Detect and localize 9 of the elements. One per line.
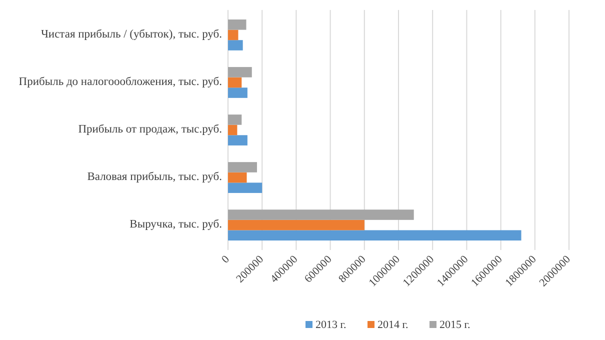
legend-label: 2015 г. xyxy=(440,319,471,331)
legend-label: 2014 г. xyxy=(378,319,409,331)
y-tick-label: Валовая прибыль, тыс. руб. xyxy=(87,171,222,184)
y-tick-label: Прибыль до налогоообложения, тыс. руб. xyxy=(18,76,222,88)
legend-label: 2013 г. xyxy=(316,319,347,331)
x-tick-label: 0 xyxy=(220,253,232,266)
y-tick-label: Выручка, тыс. руб. xyxy=(130,218,222,231)
y-tick-label: Прибыль от продаж, тыс.руб. xyxy=(78,124,222,136)
y-tick-label: Чистая прибыль / (убыток), тыс. руб. xyxy=(40,28,222,41)
